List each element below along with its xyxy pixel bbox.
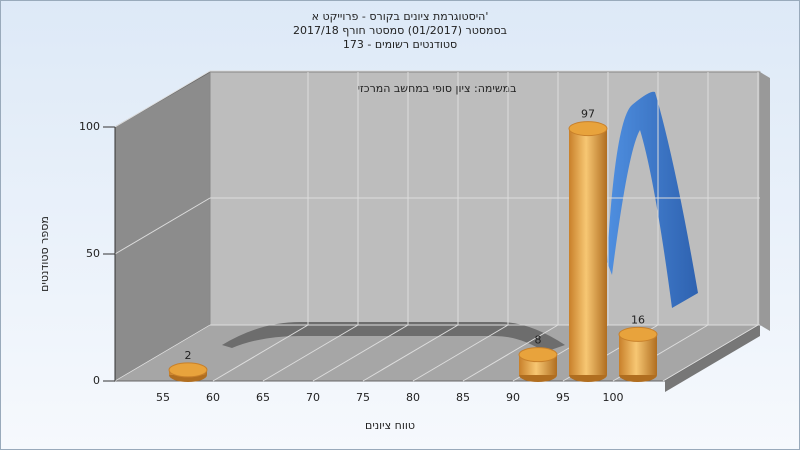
data-label: 2 — [185, 349, 192, 362]
bar-cap — [168, 362, 208, 378]
bar-cap — [518, 347, 558, 363]
x-tick-label: 95 — [556, 391, 570, 404]
x-axis-label: טווח ציונים — [365, 419, 415, 432]
chart-subtitle: סטודנטים רשומים - 173 — [343, 38, 457, 51]
data-label: 97 — [581, 108, 595, 121]
x-tick-label: 60 — [206, 391, 220, 404]
bar-cap — [568, 121, 608, 137]
wall-edge — [760, 72, 770, 331]
x-tick-label: 90 — [506, 391, 520, 404]
y-tick-label: 50 — [86, 247, 100, 260]
distribution-curve — [607, 91, 698, 308]
x-tick-label: 85 — [456, 391, 470, 404]
floor-edge — [665, 325, 760, 392]
grid-line — [362, 324, 459, 382]
grid-line — [412, 324, 509, 382]
grid-line — [114, 70, 211, 128]
grid-line — [312, 324, 409, 382]
x-tick-label: 70 — [306, 391, 320, 404]
y-tick-label: 0 — [93, 374, 100, 387]
x-tick-label: 55 — [156, 391, 170, 404]
x-tick-label: 75 — [356, 391, 370, 404]
x-tick-label: 80 — [406, 391, 420, 404]
y-tick-label: 100 — [79, 120, 100, 133]
grid-line — [662, 324, 759, 382]
chart-subtitle: בסמסטר (01/2017) סמסטר חורף 2017/18 — [293, 24, 507, 37]
grid-line — [212, 324, 309, 382]
y-axis-label: מספר סטודנטים — [38, 216, 51, 292]
grid-line — [462, 324, 559, 382]
distribution-shadow — [222, 322, 565, 352]
x-tick-label: 100 — [603, 391, 624, 404]
chart-title: היסטוגרמת ציונים בקורס - פרוייקט א' — [312, 10, 489, 23]
grid-line — [114, 324, 211, 382]
grid-line — [262, 324, 359, 382]
data-label: 8 — [535, 334, 542, 347]
data-label: 16 — [631, 313, 645, 326]
bar — [569, 128, 607, 375]
bar-cap — [618, 326, 658, 342]
x-tick-label: 65 — [256, 391, 270, 404]
grid-line — [114, 197, 211, 255]
annotation: במשימה: ציון סופי במחשב המרכזי — [357, 82, 516, 95]
